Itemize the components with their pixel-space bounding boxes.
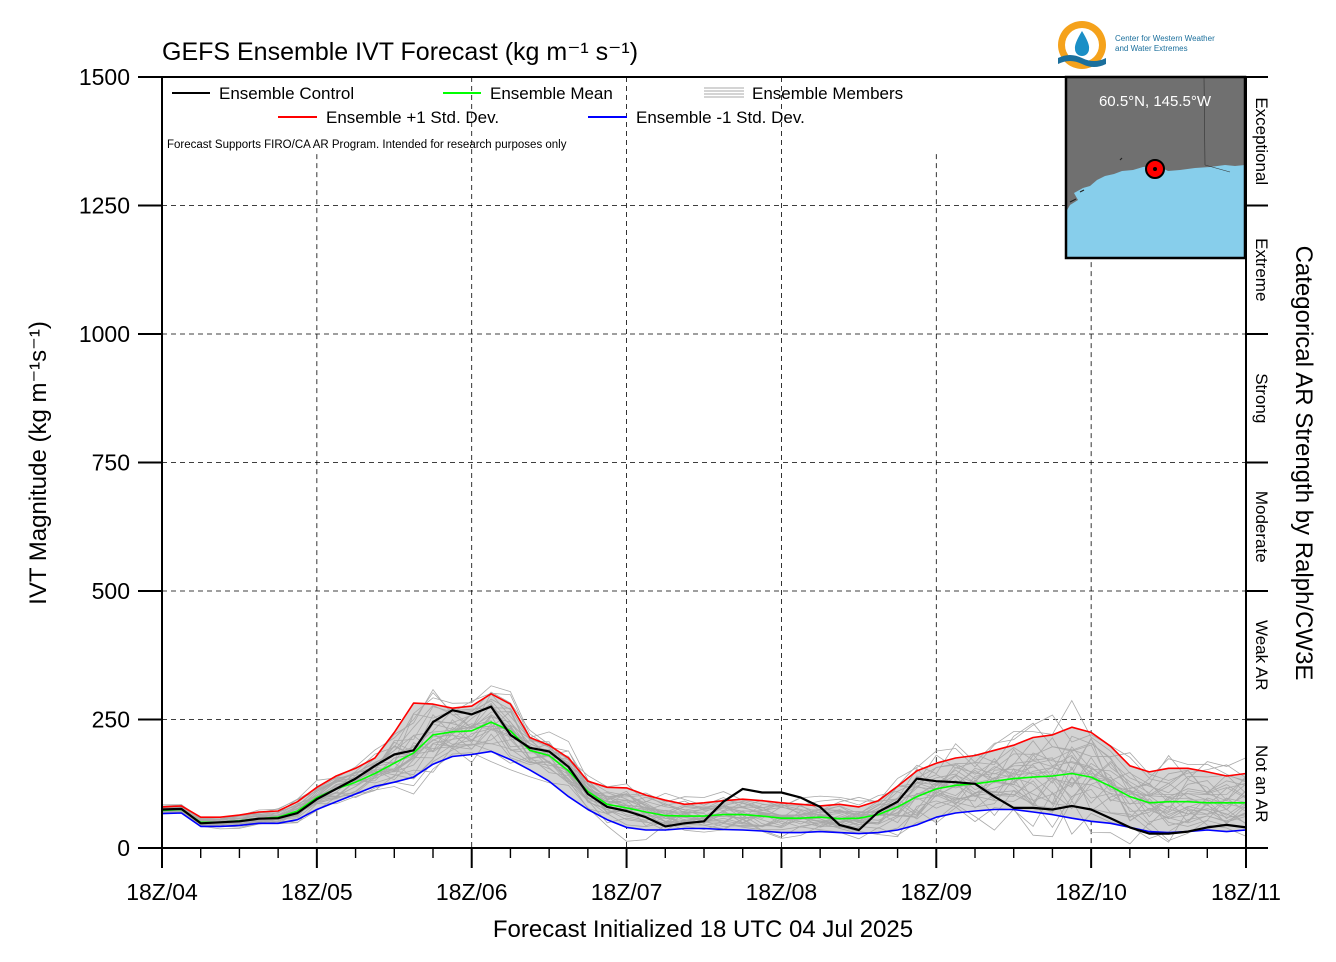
cw3e-logo: Center for Western Weather and Water Ext… — [1058, 21, 1215, 69]
x-tick-label: 18Z/04 — [126, 879, 198, 905]
category-label: Extreme — [1252, 238, 1271, 301]
y-tick-label: 750 — [92, 450, 130, 476]
plus-sd-line — [161, 693, 1247, 818]
disclaimer-text: Forecast Supports FIRO/CA AR Program. In… — [167, 139, 567, 151]
ensemble-member-line — [161, 685, 1247, 821]
x-tick-label: 18Z/11 — [1211, 879, 1281, 905]
legend-label-plus-sd: Ensemble +1 Std. Dev. — [326, 108, 499, 127]
y-tick-label: 0 — [117, 835, 130, 861]
x-tick-label: 18Z/05 — [281, 879, 353, 905]
minus-sd-line — [161, 750, 1247, 835]
axes: 0 250 500 750 1000 1250 1500 Not an AR Weak AR Mo… — [79, 64, 1281, 905]
legend: Ensemble Control Ensemble Mean Ensemble … — [167, 84, 903, 151]
legend-label-control: Ensemble Control — [219, 84, 354, 103]
logo-text-line1: Center for Western Weather — [1115, 34, 1215, 43]
ensemble-member-line — [161, 720, 1247, 828]
legend-swatch-members — [704, 87, 744, 98]
inset-location-label: 60.5°N, 145.5°W — [1099, 93, 1212, 110]
ensemble-member-line — [161, 733, 1247, 839]
ensemble-member-line — [161, 724, 1247, 829]
logo-text-line2: and Water Extremes — [1115, 44, 1188, 53]
category-label: Moderate — [1252, 491, 1271, 563]
x-tick-label: 18Z/08 — [746, 879, 818, 905]
x-tick-label: 18Z/07 — [591, 879, 663, 905]
x-axis-label: Forecast Initialized 18 UTC 04 Jul 2025 — [493, 916, 913, 943]
category-label: Strong — [1252, 373, 1271, 423]
category-label: Not an AR — [1252, 745, 1271, 823]
inset-sea — [1066, 165, 1245, 258]
legend-label-minus-sd: Ensemble -1 Std. Dev. — [636, 108, 805, 127]
logo-drop-icon — [1074, 31, 1090, 56]
logo-wave-icon — [1058, 55, 1106, 67]
right-axis-label: Categorical AR Strength by Ralph/CW3E — [1290, 246, 1317, 681]
y-axis-label: IVT Magnitude (kg m⁻¹s⁻¹) — [25, 321, 52, 605]
y-tick-label: 250 — [92, 707, 130, 733]
legend-label-mean: Ensemble Mean — [490, 84, 613, 103]
ensemble-member-line — [161, 727, 1247, 827]
series-lines — [161, 693, 1247, 835]
ensemble-member-line — [161, 700, 1247, 821]
y-tick-label: 1000 — [79, 321, 130, 347]
std-dev-shading — [162, 693, 1246, 834]
chart-title: GEFS Ensemble IVT Forecast (kg m⁻¹ s⁻¹) — [162, 38, 638, 66]
y-tick-label: 500 — [92, 578, 130, 604]
x-tick-label: 18Z/06 — [436, 879, 508, 905]
ensemble-member-line — [161, 693, 1247, 822]
y-tick-label: 1500 — [79, 64, 130, 90]
control-line — [161, 705, 1247, 835]
location-inset-map: 60.5°N, 145.5°W — [1064, 75, 1247, 260]
category-label: Weak AR — [1252, 620, 1271, 691]
x-tick-label: 18Z/09 — [900, 879, 972, 905]
x-tick-label: 18Z/10 — [1055, 879, 1127, 905]
ensemble-member-line — [161, 729, 1247, 828]
category-label: Exceptional — [1252, 97, 1271, 185]
y-tick-label: 1250 — [79, 193, 130, 219]
legend-label-members: Ensemble Members — [752, 84, 903, 103]
std-dev-band — [162, 693, 1246, 834]
